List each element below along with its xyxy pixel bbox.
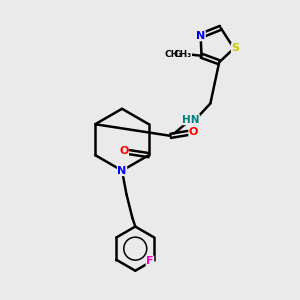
Text: CH₃: CH₃ xyxy=(173,50,191,59)
Text: CH₃: CH₃ xyxy=(164,50,182,59)
Text: HN: HN xyxy=(182,115,200,125)
Text: O: O xyxy=(189,127,198,137)
Text: N: N xyxy=(196,31,205,41)
Text: N: N xyxy=(117,166,127,176)
Text: S: S xyxy=(231,44,239,53)
Text: O: O xyxy=(119,146,128,156)
Text: F: F xyxy=(146,256,154,266)
